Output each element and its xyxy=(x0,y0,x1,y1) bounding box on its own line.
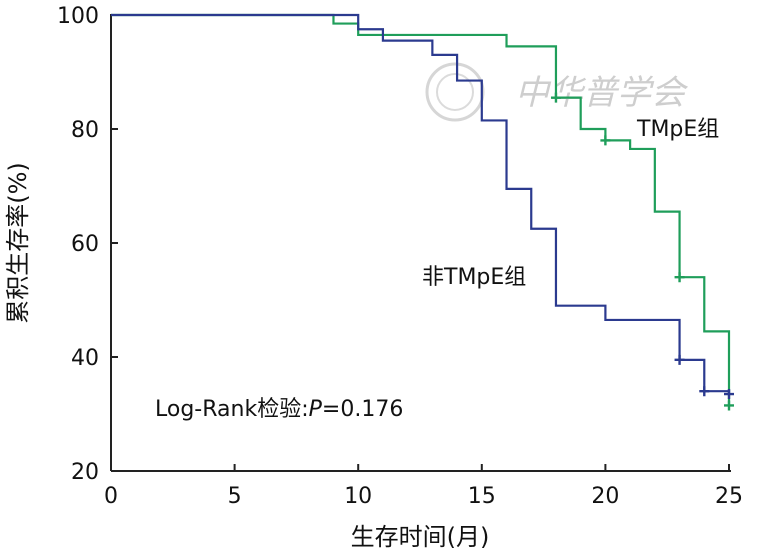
axes: 0 5 10 15 20 25 20 40 60 80 100 xyxy=(57,4,743,509)
censor-mark xyxy=(674,354,685,365)
censor-mark xyxy=(724,400,734,411)
watermark-text: 中华普学会 xyxy=(515,73,689,113)
censor-mark xyxy=(550,92,561,103)
censor-mark xyxy=(699,386,710,397)
y-tick-label: 40 xyxy=(71,346,99,371)
x-tick-label: 25 xyxy=(715,484,743,509)
logrank-annotation: Log-Rank检验:P=0.176 xyxy=(155,397,403,422)
watermark-seal-inner-icon xyxy=(436,73,474,111)
survival-curve xyxy=(111,13,731,395)
logrank-p-symbol: P xyxy=(309,397,323,422)
censor-mark xyxy=(724,389,734,400)
logrank-value: =0.176 xyxy=(322,397,403,422)
survival-curve xyxy=(111,13,731,406)
watermark-seal-icon xyxy=(425,62,485,122)
series-label-non-tmpe: 非TMpE组 xyxy=(422,265,526,290)
series-non-tmpe xyxy=(111,13,734,400)
x-axis-title: 生存时间(月) xyxy=(351,523,490,551)
watermark: 中华普学会 xyxy=(425,62,689,122)
x-tick-label: 10 xyxy=(344,484,372,509)
y-ticks: 20 40 60 80 100 xyxy=(57,4,118,485)
series-tmpe xyxy=(111,13,734,411)
y-tick-label: 80 xyxy=(71,118,99,143)
censor-mark xyxy=(600,135,611,146)
logrank-prefix: Log-Rank检验: xyxy=(155,397,309,422)
censor-mark xyxy=(674,272,685,283)
y-axis-title: 累积生存率(%) xyxy=(4,162,32,324)
series-label-tmpe: TMpE组 xyxy=(636,117,719,142)
y-tick-label: 60 xyxy=(71,232,99,257)
y-tick-label: 20 xyxy=(71,460,99,485)
x-tick-label: 15 xyxy=(468,484,496,509)
y-tick-label: 100 xyxy=(57,4,99,29)
x-tick-label: 0 xyxy=(104,484,118,509)
x-ticks: 0 5 10 15 20 25 xyxy=(104,464,743,509)
series-layer xyxy=(111,13,734,411)
x-tick-label: 20 xyxy=(591,484,619,509)
x-tick-label: 5 xyxy=(228,484,242,509)
